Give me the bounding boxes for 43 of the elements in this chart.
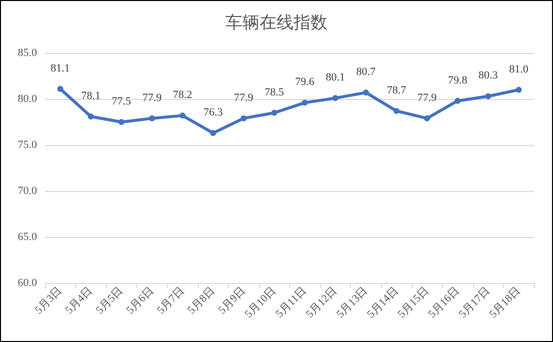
data-label: 77.9 (417, 92, 438, 104)
x-tick-label: 5月7日 (154, 284, 187, 317)
point (393, 108, 400, 114)
data-label: 78.1 (81, 90, 100, 102)
point (332, 95, 338, 102)
data-label: 81.1 (50, 62, 70, 74)
data-label: 80.3 (478, 70, 498, 82)
point (424, 115, 430, 122)
y-tick-label: 70.0 (18, 185, 38, 197)
point (302, 100, 308, 106)
point (516, 86, 522, 93)
data-label: 78.5 (264, 86, 284, 98)
data-label: 80.1 (326, 72, 345, 84)
y-tick-label: 80.0 (18, 93, 38, 105)
point (180, 112, 186, 119)
point (485, 93, 492, 100)
y-tick-label: 85.0 (18, 47, 38, 59)
point (210, 130, 216, 136)
point (148, 115, 155, 122)
point (240, 115, 247, 122)
data-label: 78.7 (386, 84, 407, 96)
point (454, 98, 461, 104)
data-label: 79.8 (448, 74, 468, 86)
data-label: 77.9 (142, 92, 162, 104)
y-tick-label: 75.0 (18, 139, 38, 151)
data-label: 79.6 (295, 76, 315, 88)
data-label: 80.7 (356, 66, 376, 78)
data-label: 77.9 (234, 92, 254, 104)
point (88, 113, 94, 120)
x-tick-label: 5月4日 (63, 284, 96, 317)
data-label: 76.3 (203, 106, 224, 119)
point (118, 119, 124, 125)
point (362, 90, 369, 96)
data-label: 77.5 (112, 96, 132, 108)
chart-title: 车辆在线指数 (226, 13, 328, 32)
data-label: 78.2 (172, 89, 192, 102)
x-tick-label: 5月6日 (124, 284, 156, 317)
y-tick-label: 65.0 (18, 231, 38, 243)
x-tick-label: 5月5日 (94, 284, 126, 317)
data-label: 81.0 (509, 63, 529, 76)
point (271, 110, 278, 116)
point (57, 86, 64, 92)
x-tick-label: 5月8日 (186, 284, 218, 317)
